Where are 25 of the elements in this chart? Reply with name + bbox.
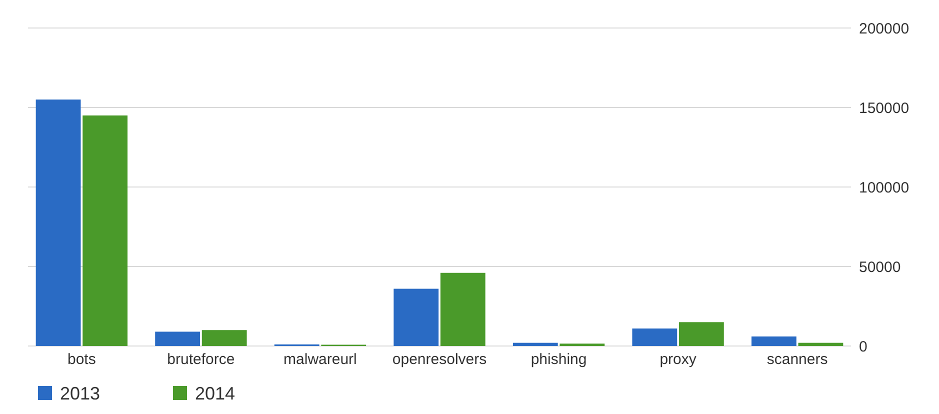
bar [678,322,724,346]
x-tick-label: bruteforce [167,351,235,368]
x-tick-label: phishing [530,351,587,368]
x-tick-label: openresolvers [392,351,487,368]
bar [632,328,678,346]
x-tick-label: proxy [660,351,697,368]
x-tick-label: scanners [766,351,828,368]
bar [36,100,81,346]
bar [155,332,200,346]
y-tick-label: 150000 [859,100,910,117]
y-tick-label: 50000 [859,258,901,276]
legend-label: 2014 [195,383,236,404]
bar [440,272,486,346]
y-tick-label: 200000 [859,20,910,38]
bar [82,115,128,346]
bar [512,342,558,346]
bar [751,336,796,346]
bar [202,330,247,346]
y-tick-label: 0 [859,338,868,356]
bar [394,288,439,346]
legend-label: 2013 [60,383,100,404]
bar [798,342,844,346]
x-tick-label: bots [67,351,96,368]
y-tick-label: 100000 [859,179,910,196]
x-tick-label: malwareurl [284,351,357,368]
